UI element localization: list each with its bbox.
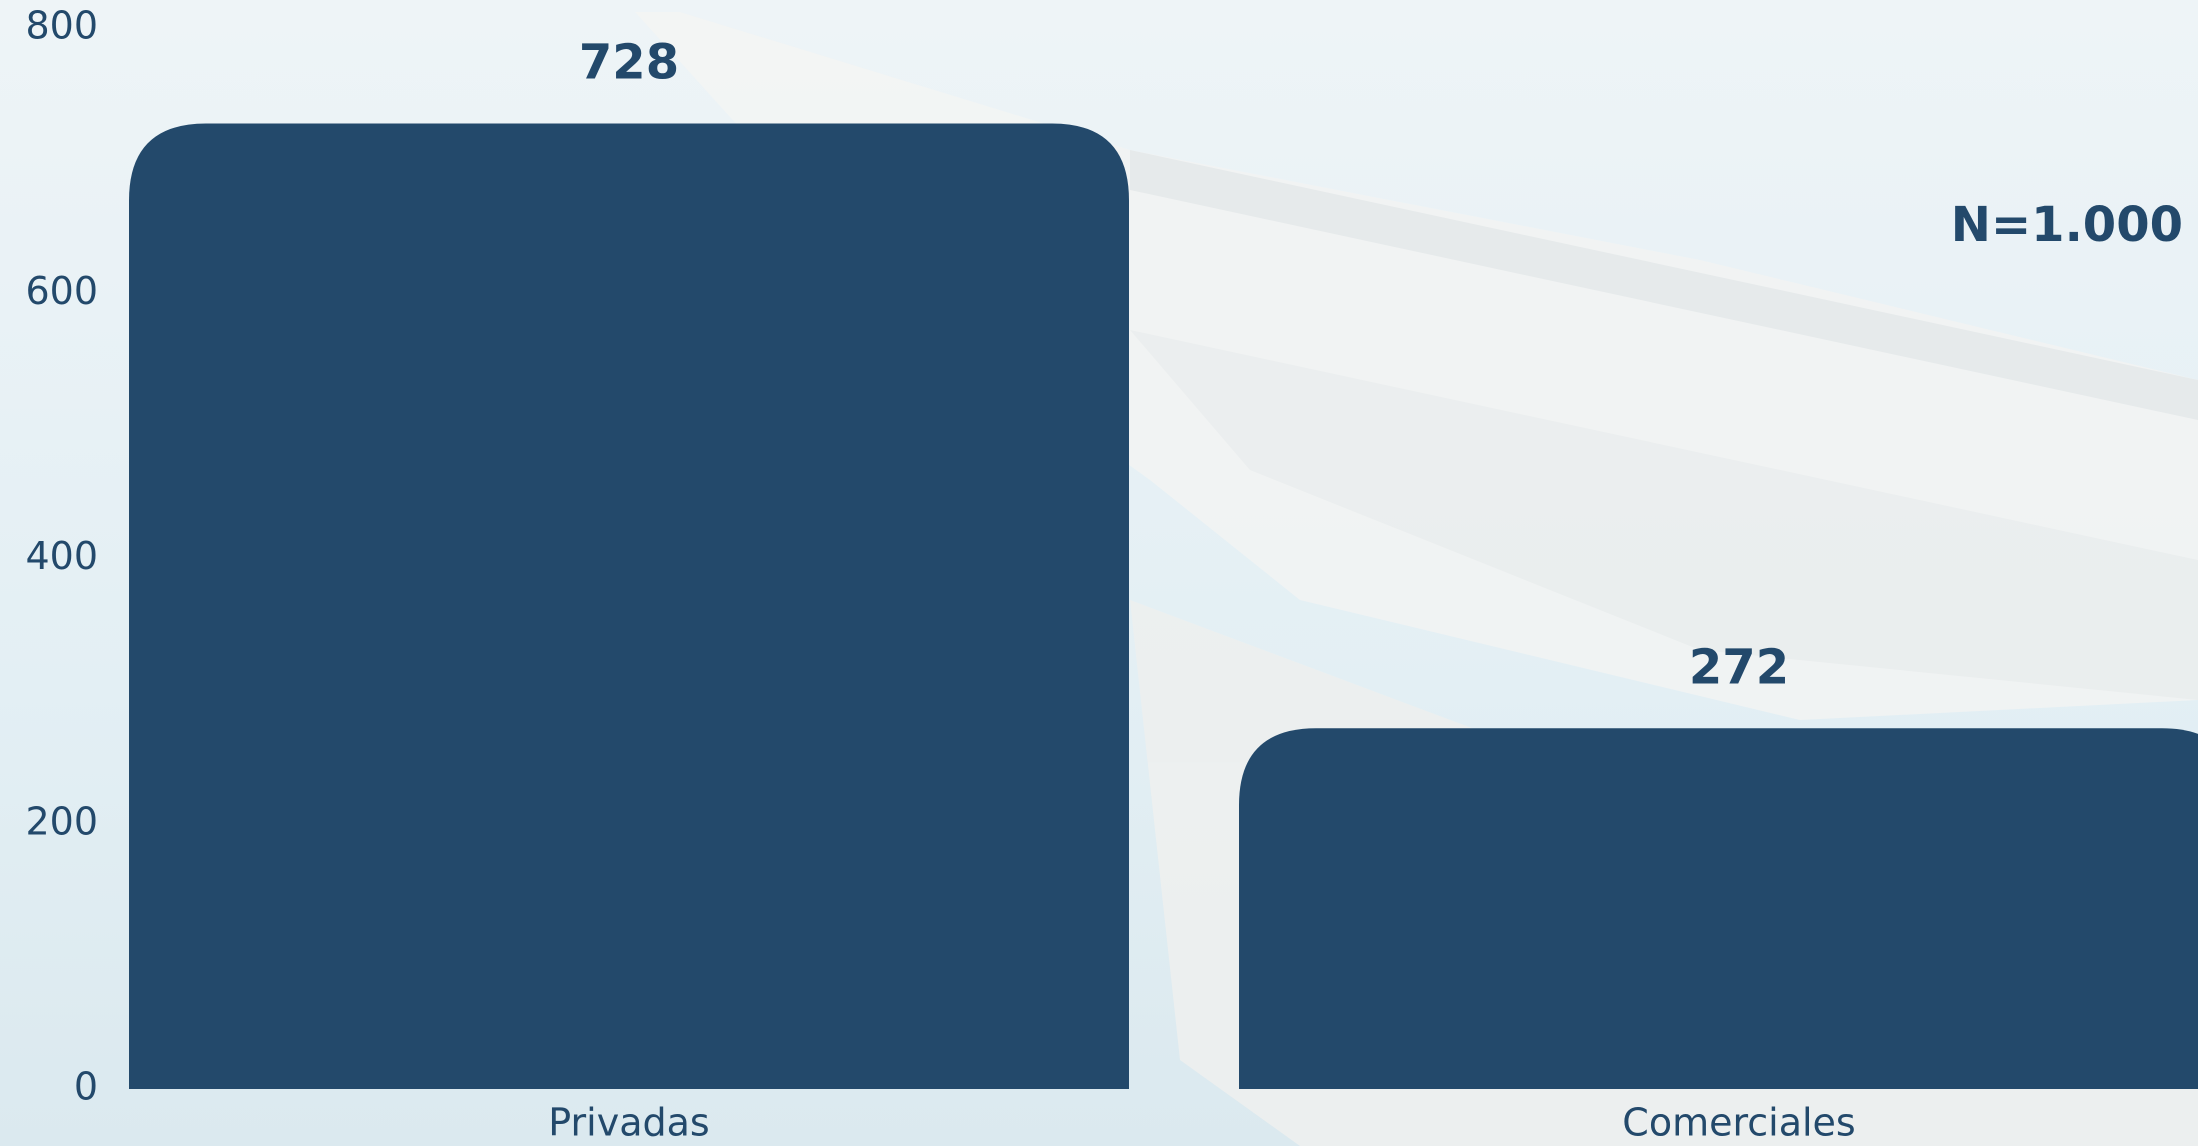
bar xyxy=(1239,728,2198,1089)
x-tick-label: Privadas xyxy=(548,1101,709,1145)
y-tick-label: 400 xyxy=(25,534,98,578)
y-axis: 0 200 400 600 800 xyxy=(25,4,98,1109)
bar xyxy=(129,123,1129,1090)
bars: 728 Privadas 272 Comerciales xyxy=(129,34,2198,1145)
x-tick-label: Comerciales xyxy=(1622,1101,1855,1145)
sample-size-note: N=1.000 xyxy=(1951,197,2183,253)
y-tick-label: 600 xyxy=(25,269,98,313)
y-tick-label: 0 xyxy=(74,1065,98,1109)
value-label: 728 xyxy=(579,34,679,90)
y-tick-label: 800 xyxy=(25,4,98,48)
y-tick-label: 200 xyxy=(25,799,98,843)
value-label: 272 xyxy=(1689,639,1789,695)
